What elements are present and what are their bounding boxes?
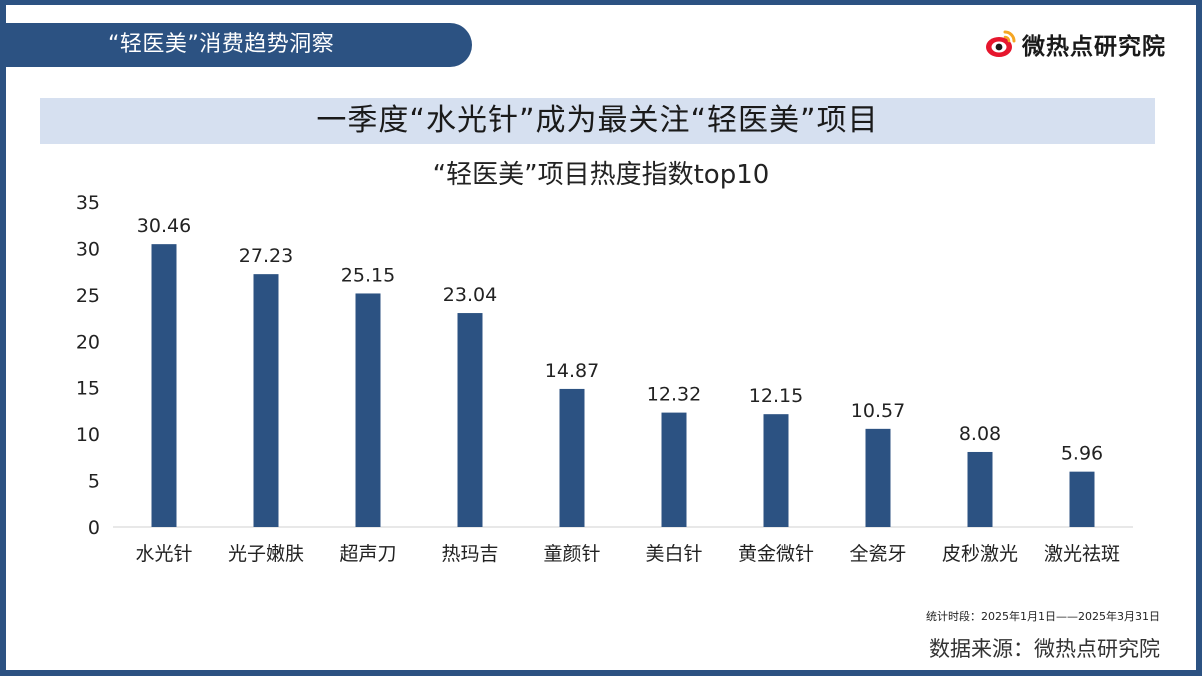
y-axis: 0 5 10 15 20 25 30 35	[76, 192, 100, 539]
bar	[457, 313, 483, 527]
bar	[763, 414, 789, 527]
y-tick-label: 15	[76, 378, 100, 400]
x-tick-label: 水光针	[135, 543, 192, 565]
weibo-eye-logo-icon	[986, 30, 1016, 57]
y-tick-label: 0	[88, 517, 100, 539]
x-axis-labels: 水光针 光子嫩肤 超声刀 热玛吉 童颜针 美白针 黄金微针 全瓷牙 皮秒激光 激光祛斑	[135, 543, 1120, 565]
bar-value-label: 23.04	[443, 284, 497, 306]
section-title: “轻医美”消费趋势洞察	[0, 23, 472, 67]
bar	[253, 274, 279, 527]
headline-banner: 一季度“水光针”成为最关注“轻医美”项目	[40, 98, 1155, 144]
period-note: 统计时段：2025年1月1日——2025年3月31日	[926, 610, 1160, 623]
x-tick-label: 光子嫩肤	[228, 543, 304, 565]
bar	[559, 388, 585, 527]
x-tick-label: 皮秒激光	[942, 543, 1018, 565]
bar-value-label: 25.15	[341, 264, 395, 286]
bar	[1069, 471, 1095, 527]
y-tick-label: 30	[76, 238, 100, 260]
x-tick-label: 黄金微针	[738, 543, 814, 565]
x-tick-label: 超声刀	[339, 543, 396, 565]
brand-name: 微热点研究院	[1022, 34, 1166, 60]
bar-value-label: 12.15	[749, 385, 803, 407]
bar-value-label: 30.46	[137, 215, 191, 237]
bar	[967, 451, 993, 527]
y-tick-label: 20	[76, 331, 100, 353]
bar	[865, 428, 891, 527]
y-tick-label: 25	[76, 285, 100, 307]
bar-value-label: 14.87	[545, 360, 599, 382]
y-tick-label: 35	[76, 192, 100, 214]
bar	[355, 293, 381, 527]
x-tick-label: 美白针	[645, 543, 702, 565]
bar-value-label: 27.23	[239, 245, 293, 267]
bars	[151, 244, 1095, 527]
value-labels: 30.46 27.23 25.15 23.04 14.87 12.32 12.15 10.57…	[137, 215, 1103, 464]
x-tick-label: 童颜针	[543, 543, 600, 565]
x-tick-label: 全瓷牙	[849, 543, 906, 565]
bar-value-label: 8.08	[959, 423, 1001, 445]
y-tick-label: 5	[88, 471, 100, 493]
bar	[661, 412, 687, 527]
bar-value-label: 10.57	[851, 400, 905, 422]
data-source: 数据来源：微热点研究院	[929, 637, 1160, 661]
x-tick-label: 热玛吉	[441, 543, 498, 565]
bar	[151, 244, 177, 527]
bar-value-label: 5.96	[1061, 443, 1103, 465]
brand: 微热点研究院	[984, 22, 1166, 66]
bar-value-label: 12.32	[647, 384, 701, 406]
y-tick-label: 10	[76, 424, 100, 446]
chart-title: “轻医美”项目热度指数top10	[432, 160, 770, 190]
x-tick-label: 激光祛斑	[1044, 543, 1120, 565]
